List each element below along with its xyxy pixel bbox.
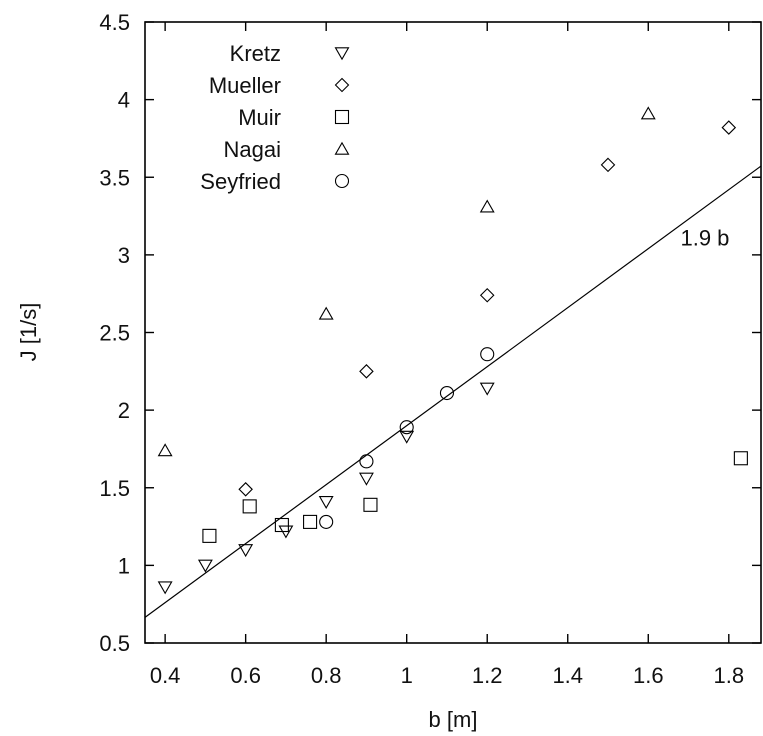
- seyfried-point: [399, 420, 414, 435]
- kretz-point: [197, 559, 213, 573]
- mueller-point: [721, 120, 737, 135]
- muir-point: [363, 497, 378, 512]
- kretz-point: [318, 495, 334, 510]
- kretz-point: [479, 382, 495, 396]
- x-tick-label: 0.8: [311, 663, 342, 688]
- legend: Kretz Mueller Muir Nagai Seyfried: [200, 41, 350, 194]
- y-tick-label: 4: [118, 88, 130, 113]
- y-tick-label: 3.5: [99, 165, 130, 190]
- legend-label-muir: Muir: [238, 105, 281, 130]
- x-tick-label: 1.8: [713, 663, 744, 688]
- axis-ticks: 0.4 0.6 0.8 1 1.2 1.4 1.6 1.8 0.5 1 1.5 2 2.5 3 3.5 4 4.…: [99, 10, 761, 688]
- y-tick-label: 1.5: [99, 476, 130, 501]
- muir-point: [303, 514, 318, 529]
- kretz-point: [157, 581, 173, 595]
- legend-marker-muir: [334, 109, 350, 125]
- seyfried-point: [319, 514, 334, 529]
- legend-marker-mueller: [334, 77, 350, 93]
- legend-marker-kretz: [334, 47, 350, 61]
- legend-marker-seyfried: [334, 173, 350, 189]
- y-tick-label: 3: [118, 243, 130, 268]
- y-tick-label: 2: [118, 398, 130, 423]
- nagai-point: [318, 306, 334, 320]
- seyfried-point: [359, 454, 374, 469]
- mueller-point: [359, 364, 374, 379]
- x-tick-label: 1.6: [633, 663, 664, 688]
- muir-point: [242, 499, 257, 514]
- seyfried-point: [439, 385, 455, 401]
- nagai-point: [157, 443, 173, 457]
- x-tick-label: 0.6: [230, 663, 261, 688]
- kretz-point: [358, 472, 374, 486]
- muir-point: [733, 451, 748, 466]
- legend-label-kretz: Kretz: [230, 41, 281, 66]
- legend-label-seyfried: Seyfried: [200, 169, 281, 194]
- muir-point: [202, 528, 217, 543]
- x-tick-label: 1.4: [552, 663, 583, 688]
- legend-label-nagai: Nagai: [224, 137, 281, 162]
- y-tick-label: 0.5: [99, 631, 130, 656]
- x-tick-label: 1: [401, 663, 413, 688]
- y-tick-label: 1: [118, 553, 130, 578]
- seyfried-point: [480, 347, 495, 362]
- x-tick-label: 1.2: [472, 663, 503, 688]
- x-tick-label: 0.4: [150, 663, 181, 688]
- legend-marker-nagai: [334, 141, 350, 155]
- mueller-point: [600, 157, 616, 173]
- y-axis-label: J [1/s]: [16, 303, 41, 362]
- mueller-point: [238, 482, 253, 497]
- kretz-point: [238, 544, 254, 558]
- x-axis-label: b [m]: [429, 707, 478, 732]
- mueller-point: [479, 287, 495, 303]
- muir-point: [274, 517, 289, 533]
- nagai-point: [640, 106, 656, 120]
- y-tick-label: 2.5: [99, 321, 130, 346]
- data-points: [157, 106, 748, 595]
- legend-label-mueller: Mueller: [209, 73, 281, 98]
- kretz-point: [399, 430, 415, 444]
- y-tick-label: 4.5: [99, 10, 130, 35]
- nagai-point: [479, 199, 495, 213]
- fit-line-label: 1.9 b: [680, 226, 729, 251]
